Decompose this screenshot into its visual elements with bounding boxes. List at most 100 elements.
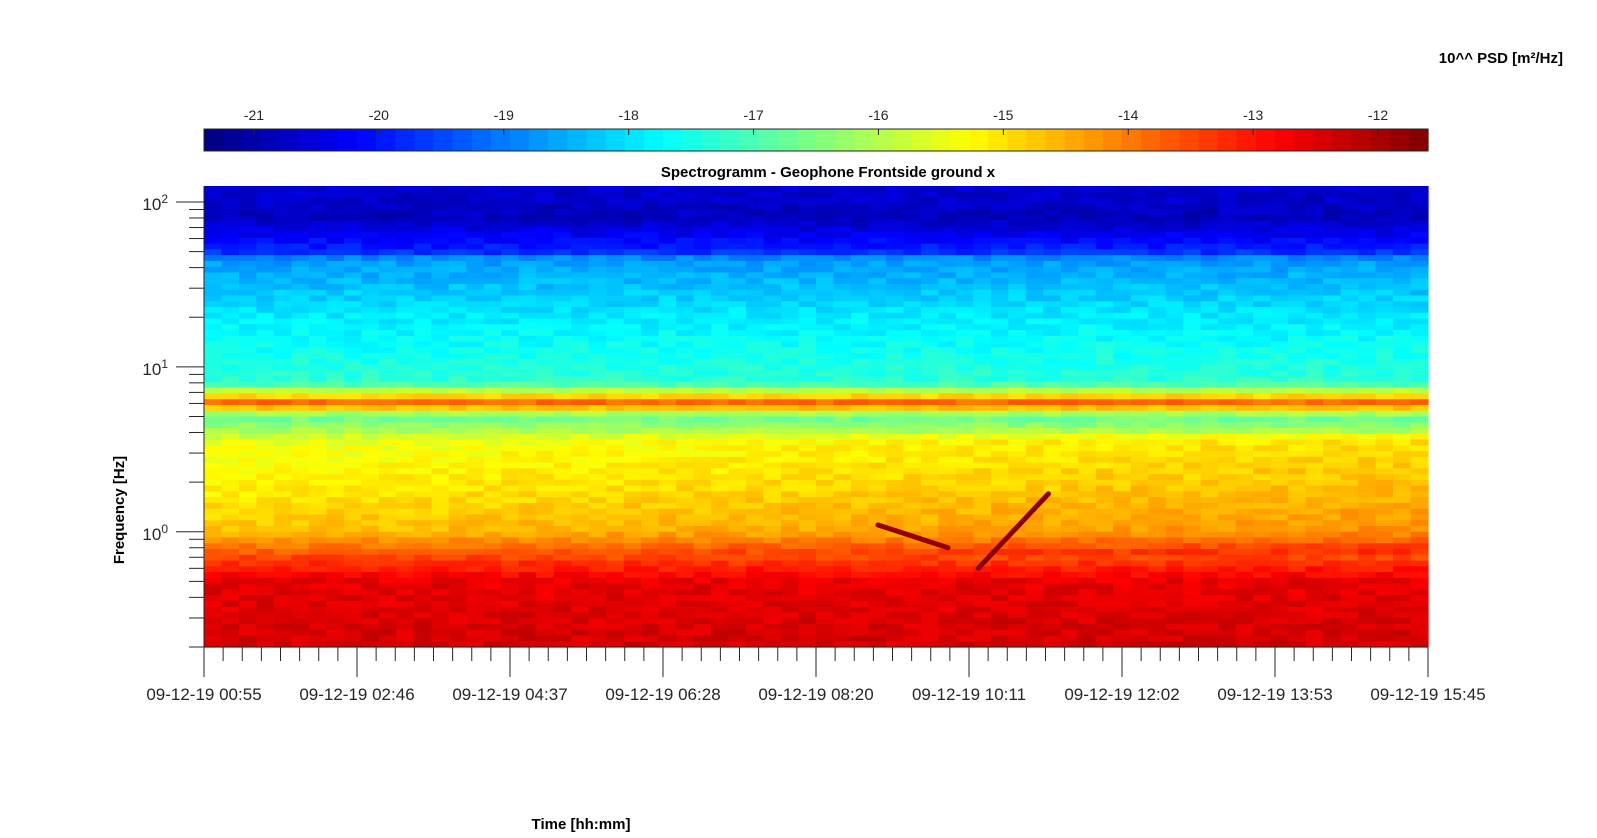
heatmap-cell xyxy=(1165,572,1184,579)
heatmap-cell xyxy=(1183,226,1202,233)
heatmap-cell xyxy=(658,186,677,193)
heatmap-cell xyxy=(798,191,817,199)
heatmap-cell xyxy=(1148,324,1167,331)
heatmap-cell xyxy=(746,543,765,550)
heatmap-cell xyxy=(798,330,817,337)
heatmap-cell xyxy=(1340,341,1359,348)
heatmap-cell xyxy=(973,537,992,544)
heatmap-cell xyxy=(763,572,782,579)
heatmap-cell xyxy=(1095,260,1114,268)
heatmap-cell xyxy=(1025,289,1044,297)
heatmap-cell xyxy=(746,249,765,256)
heatmap-cell xyxy=(1340,514,1359,521)
heatmap-cell xyxy=(955,543,974,550)
heatmap-cell xyxy=(413,266,432,274)
heatmap-cell xyxy=(1340,502,1359,510)
heatmap-cell xyxy=(466,502,485,510)
heatmap-cell xyxy=(1323,289,1342,297)
heatmap-cell xyxy=(1288,318,1307,325)
heatmap-cell xyxy=(256,260,275,268)
heatmap-cell xyxy=(501,318,520,325)
heatmap-cell xyxy=(920,312,939,320)
heatmap-cell xyxy=(746,474,765,481)
heatmap-cell xyxy=(885,428,905,435)
heatmap-cell xyxy=(1025,451,1044,458)
heatmap-cell xyxy=(1358,456,1377,464)
heatmap-cell xyxy=(1078,220,1097,227)
heatmap-cell xyxy=(1043,577,1062,585)
heatmap-cell xyxy=(1095,543,1114,550)
heatmap-cell xyxy=(1410,554,1429,562)
heatmap-cell xyxy=(536,266,555,274)
heatmap-cell xyxy=(501,445,520,452)
heatmap-cell xyxy=(833,439,852,446)
heatmap-cell xyxy=(501,381,520,389)
heatmap-cell xyxy=(781,543,800,550)
heatmap-cell xyxy=(606,278,625,285)
heatmap-cell xyxy=(1078,462,1097,469)
heatmap-cell xyxy=(1183,554,1202,562)
heatmap-cell xyxy=(204,497,223,504)
heatmap-cell xyxy=(1270,295,1289,302)
heatmap-cell xyxy=(658,474,677,481)
heatmap-cell xyxy=(1165,422,1184,429)
heatmap-cell xyxy=(431,531,450,539)
heatmap-cell xyxy=(781,232,800,239)
heatmap-cell xyxy=(850,295,870,302)
heatmap-cell xyxy=(1375,502,1394,510)
heatmap-cell xyxy=(833,335,852,343)
heatmap-cell xyxy=(938,255,957,262)
heatmap-cell xyxy=(343,370,362,377)
heatmap-cell xyxy=(903,479,922,487)
heatmap-cell xyxy=(623,353,642,360)
heatmap-cell xyxy=(658,203,677,210)
heatmap-cell xyxy=(466,324,485,331)
heatmap-cell xyxy=(1270,307,1289,314)
heatmap-cell xyxy=(1113,462,1132,469)
heatmap-cell xyxy=(501,307,520,314)
heatmap-cell xyxy=(973,508,992,516)
heatmap-cell xyxy=(396,272,415,279)
heatmap-cell xyxy=(1375,445,1394,452)
heatmap-cell xyxy=(501,214,520,222)
heatmap-cell xyxy=(238,404,258,412)
heatmap-cell xyxy=(1235,266,1254,274)
heatmap-cell xyxy=(728,451,747,458)
heatmap-cell xyxy=(553,508,572,516)
heatmap-cell xyxy=(1183,301,1202,308)
heatmap-cell xyxy=(606,560,625,567)
heatmap-cell xyxy=(256,353,275,360)
heatmap-cell xyxy=(518,399,537,406)
heatmap-cell xyxy=(990,289,1009,297)
heatmap-cell xyxy=(746,399,765,406)
heatmap-cell xyxy=(326,255,345,262)
heatmap-cell xyxy=(1043,404,1062,412)
heatmap-cell xyxy=(1165,312,1184,320)
heatmap-cell xyxy=(448,410,467,418)
heatmap-cell xyxy=(501,531,520,539)
heatmap-cell xyxy=(1340,468,1359,475)
heatmap-cell xyxy=(938,514,957,521)
heatmap-cell xyxy=(781,451,800,458)
heatmap-cell xyxy=(1375,341,1394,348)
heatmap-cell xyxy=(1113,214,1132,222)
heatmap-cell xyxy=(1410,537,1429,544)
heatmap-cell xyxy=(1060,307,1079,314)
heatmap-cell xyxy=(658,370,677,377)
heatmap-cell xyxy=(711,278,730,285)
heatmap-cell xyxy=(1340,549,1359,556)
heatmap-cell xyxy=(273,549,293,556)
heatmap-cell xyxy=(623,330,642,337)
heatmap-cell xyxy=(291,255,310,262)
heatmap-cell xyxy=(885,324,905,331)
heatmap-cell xyxy=(641,497,660,504)
heatmap-cell xyxy=(885,186,905,193)
heatmap-cell xyxy=(1043,474,1062,481)
heatmap-cell xyxy=(466,387,485,395)
heatmap-cell xyxy=(466,249,485,256)
heatmap-cell xyxy=(1340,410,1359,418)
heatmap-cell xyxy=(588,370,607,377)
heatmap-cell xyxy=(693,433,712,441)
heatmap-cell xyxy=(413,572,432,579)
heatmap-cell xyxy=(728,214,747,222)
